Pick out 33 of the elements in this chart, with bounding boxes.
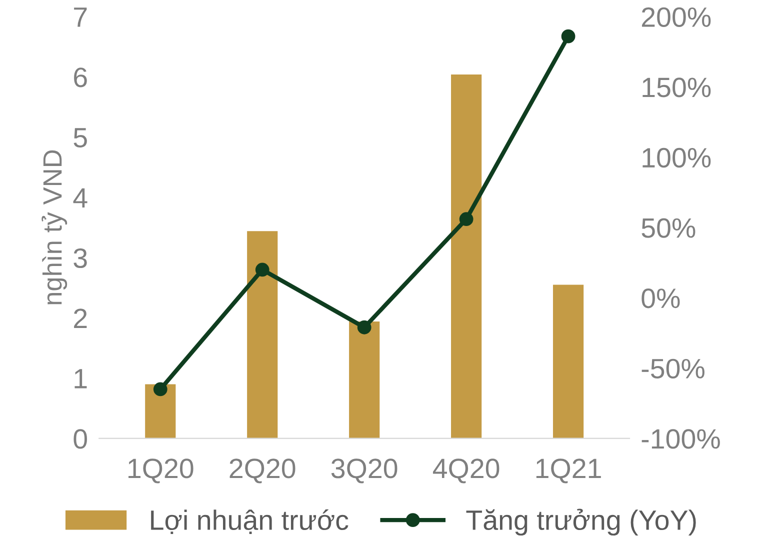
y2-tick-label: 150% [642,78,711,98]
y-tick-label: 6 [74,68,87,88]
legend-label: Lợi nhuận trước [151,509,348,534]
y-tick-label: 5 [74,128,87,148]
bar [349,322,380,438]
y-tick-label: 7 [74,8,87,27]
bar [451,74,482,438]
x-tick-label: 1Q21 [536,458,601,484]
x-tick-label: 2Q20 [230,458,296,484]
y-tick-label: 0 [74,429,87,449]
y-axis-title: nghìn tỷ VND [42,150,68,304]
y2-tick-label: -50% [642,358,704,378]
x-tick-label: 3Q20 [331,458,398,484]
y2-tick-label: 0% [642,288,680,308]
bar [145,384,176,438]
legend-label: Tăng trưởng (YoY) [466,508,696,536]
point [153,382,168,396]
y2-tick-label: 200% [642,7,711,27]
x-tick-label: 1Q20 [128,458,194,484]
y2-tick-label: -100% [642,429,720,449]
point [561,29,576,44]
y2-tick-label: 50% [642,218,696,238]
bar [247,231,278,438]
y-tick-label: 3 [74,248,87,268]
bar [552,284,584,438]
point [357,320,372,334]
point [459,212,474,226]
y-tick-label: 2 [74,308,87,328]
y-tick-label: 4 [73,188,88,208]
y-tick-label: 1 [74,369,87,388]
x-tick-label: 4Q20 [432,458,500,484]
point [255,262,270,277]
y2-tick-label: 100% [642,148,711,168]
